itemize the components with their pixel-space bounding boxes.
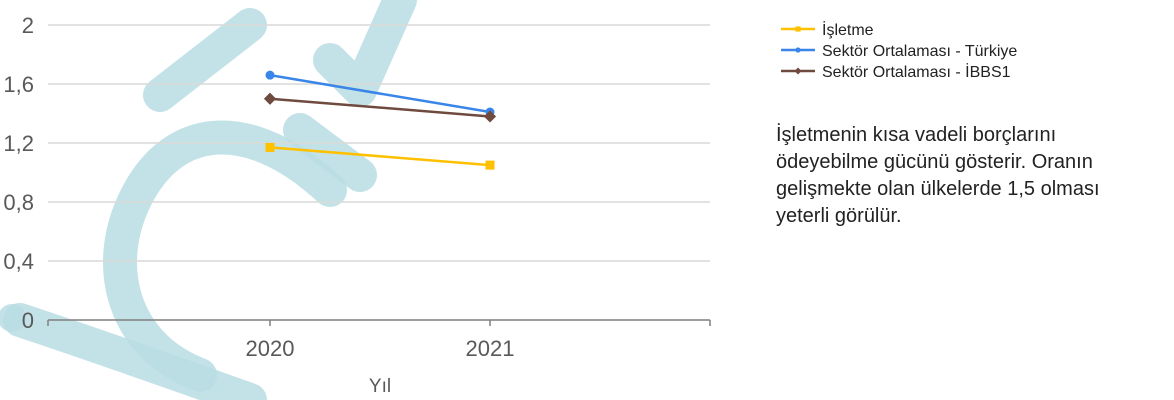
y-tick-label: 0,8 (3, 190, 34, 215)
y-tick-label: 0 (22, 308, 34, 333)
series-layer (263, 70, 497, 170)
data-point-marker (263, 92, 277, 105)
legend: İşletme Sektör Ortalaması - Türkiye Sektör… (781, 20, 1017, 81)
series-1 (265, 142, 495, 170)
legend-item: Sektör Ortalaması - İBBS1 (781, 62, 1011, 81)
series-line (269, 146, 491, 167)
data-point-marker (795, 47, 801, 53)
watermark-stroke (103, 120, 347, 392)
legend-label: Sektör Ortalaması - İBBS1 (822, 62, 1011, 81)
y-tick-label: 1,2 (3, 131, 34, 156)
series-line (269, 97, 491, 118)
watermark-dot (0, 304, 26, 332)
legend-label: İşletme (822, 20, 874, 39)
x-tick-label: 2020 (246, 336, 295, 361)
note-line: ödeyebilme gücünü gösterir. Oranın (776, 151, 1093, 173)
y-tick-label: 1,6 (3, 72, 34, 97)
watermark-stroke (313, 0, 417, 107)
legend-item: Sektör Ortalaması - Türkiye (781, 43, 1017, 60)
x-axis-title: Yıl (369, 376, 391, 397)
data-point-marker (795, 26, 801, 32)
x-axis (47, 319, 711, 326)
series-3 (263, 92, 497, 123)
note-line: gelişmekte olan ülkelerde 1,5 olması (776, 178, 1100, 200)
data-point-marker (265, 142, 275, 152)
note-line: İşletmenin kısa vadeli borçlarını (776, 124, 1057, 146)
x-tick-labels: 2020 2021 (246, 336, 515, 361)
data-point-marker (485, 160, 495, 170)
series-line (269, 73, 491, 114)
watermark-stroke (3, 303, 267, 400)
y-tick-label: 0,4 (3, 249, 34, 274)
watermark (0, 0, 417, 400)
x-tick-label: 2021 (466, 336, 515, 361)
y-tick-label: 2 (22, 13, 34, 38)
y-tick-labels: 0 0,4 0,8 1,2 1,6 2 (3, 13, 34, 333)
note-line: yeterli görülür. (776, 205, 902, 227)
legend-label: Sektör Ortalaması - Türkiye (822, 43, 1017, 60)
data-point-marker (483, 110, 497, 123)
data-point-marker (794, 67, 802, 75)
note-text: İşletmenin kısa vadeli borçlarını ödeyeb… (776, 122, 1168, 230)
gridlines (48, 24, 710, 262)
data-point-marker (265, 70, 275, 80)
legend-item: İşletme (781, 20, 874, 39)
